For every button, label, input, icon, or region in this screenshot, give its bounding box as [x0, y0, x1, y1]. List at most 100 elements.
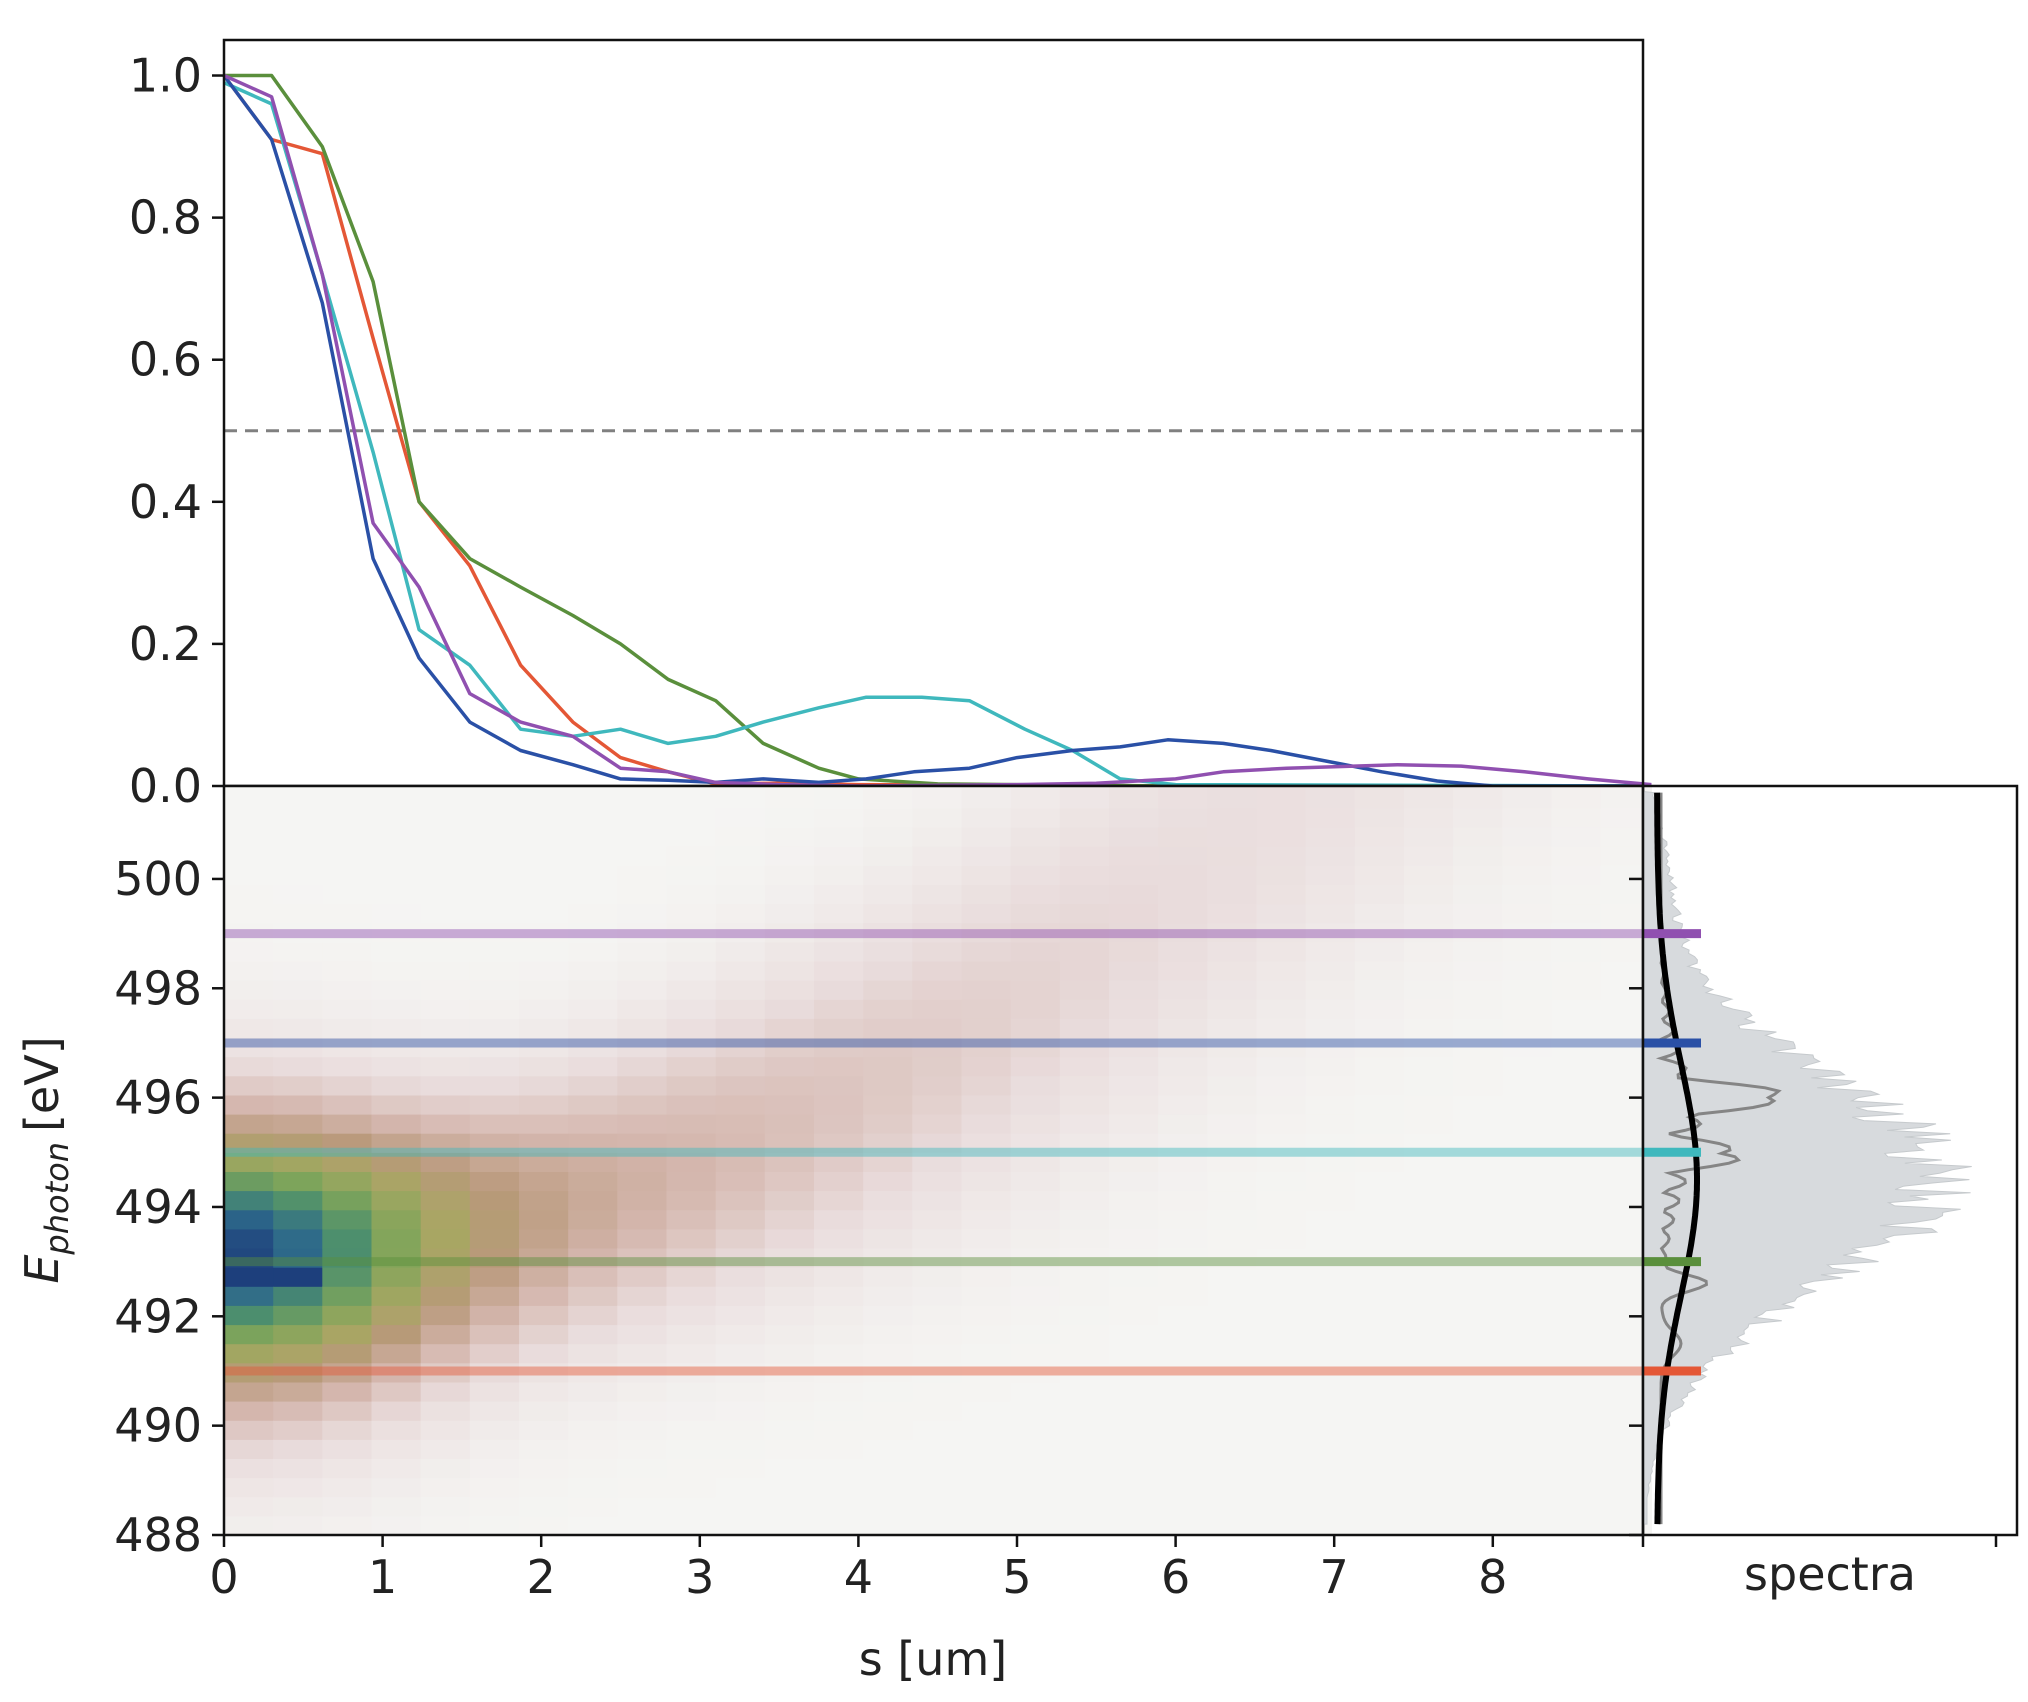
heatmap-cell [764, 1362, 815, 1383]
heatmap-cell [420, 960, 471, 981]
heatmap-cell [568, 884, 618, 905]
heatmap-cell [764, 922, 815, 943]
heatmap-cell [1354, 1190, 1405, 1211]
heatmap-cell [1600, 1267, 1651, 1287]
heatmap-cell [469, 1171, 520, 1192]
heatmap-cell [519, 1305, 569, 1326]
heatmap-cell [224, 922, 274, 943]
heatmap-cell [1010, 1248, 1061, 1268]
heatmap-cell [1109, 1362, 1159, 1383]
heatmap-cell [1158, 1515, 1208, 1536]
heatmap-cell [273, 1477, 323, 1498]
heatmap-cell [1158, 960, 1208, 981]
heatmap-cell [1453, 1152, 1503, 1172]
heatmap-cell [1059, 788, 1110, 809]
heatmap-cell [1600, 980, 1651, 1000]
heatmap-cell [1158, 1439, 1208, 1459]
heatmap-cell [371, 1401, 422, 1421]
heatmap-cell [617, 1037, 668, 1058]
series-line-4 [222, 74, 1652, 788]
heatmap-cell [1551, 1094, 1602, 1115]
heatmap-cell [469, 827, 520, 847]
heatmap-cell [1059, 1171, 1110, 1192]
heatmap-cell [1305, 827, 1356, 847]
heatmap-cell [1059, 1037, 1110, 1058]
heatmap-cell [1600, 1133, 1651, 1153]
heatmap-cell [1305, 1094, 1356, 1115]
heatmap-cell [1600, 999, 1651, 1019]
heatmap-cell [420, 1439, 471, 1459]
heatmap-cell [961, 1305, 1012, 1326]
heatmap-cell [1404, 1515, 1454, 1536]
heatmap-cell [224, 884, 274, 905]
heatmap-cell [1502, 941, 1553, 962]
heatmap-cell [912, 980, 963, 1000]
heatmap-cell [568, 1152, 618, 1172]
heatmap-cell [568, 1515, 618, 1536]
heatmap-cell [764, 1324, 815, 1345]
heatmap-cell [1256, 1037, 1307, 1058]
heatmap-cell [715, 1190, 766, 1211]
heatmap-cell [863, 865, 913, 885]
heatmap-cell [1109, 903, 1159, 924]
heatmap-cell [715, 1515, 766, 1536]
heatmap-cell [1010, 884, 1061, 905]
heatmap-cell [1305, 807, 1356, 828]
heatmap-cell [764, 1286, 815, 1306]
heatmap-cell [1059, 1209, 1110, 1230]
heatmap-cell [863, 960, 913, 981]
heatmap-cell [666, 1190, 717, 1211]
heatmap-cell [1010, 1037, 1061, 1058]
heatmap-cell [1305, 1401, 1356, 1421]
heatmap-cell [814, 980, 864, 1000]
heatmap-cell [912, 846, 963, 866]
heatmap-cell [764, 1305, 815, 1326]
heatmap-cell [1207, 1496, 1258, 1517]
heatmap-cell [469, 1515, 520, 1536]
heatmap-cell [1404, 1381, 1454, 1402]
heatmap-cell [420, 1477, 471, 1498]
heatmap-cell [371, 1228, 422, 1249]
heatmap-cell [715, 1401, 766, 1421]
heatmap-cell [961, 1401, 1012, 1421]
heatmap-cell [715, 1056, 766, 1077]
heatmap-cell [715, 786, 766, 790]
heatmap-cell [1551, 846, 1602, 866]
heatmap-cell [961, 788, 1012, 809]
heatmap-cell [1109, 1037, 1159, 1058]
heatmap-cell [568, 786, 618, 790]
heatmap-cell [322, 1286, 373, 1306]
heatmap-cell [912, 1496, 963, 1517]
heatmap-cell [666, 1496, 717, 1517]
heatmap-cell [1207, 1305, 1258, 1326]
heatmap-cell [1109, 1267, 1159, 1287]
heatmap-cell [715, 1075, 766, 1096]
heatmap-cell [1109, 1420, 1159, 1440]
heatmap-cell [519, 884, 569, 905]
heatmap-cell [273, 1152, 323, 1172]
heatmap-cell [1354, 941, 1405, 962]
heatmap-cell [420, 1458, 471, 1479]
heatmap-cell [469, 1075, 520, 1096]
spectra-energy-markers [1643, 929, 1701, 1376]
heatmap-cell [1404, 922, 1454, 943]
heatmap-cell [1207, 1362, 1258, 1383]
heatmap-cell [322, 1056, 373, 1077]
heatmap-cell [1158, 1228, 1208, 1249]
heatmap-cell [1404, 1286, 1454, 1306]
heatmap-cell [764, 1458, 815, 1479]
heatmap-cell [1453, 1228, 1503, 1249]
x-tick-label: 3 [685, 1550, 714, 1604]
heatmap-cell [224, 1152, 274, 1172]
heatmap-cell [961, 884, 1012, 905]
heatmap-cell [1010, 1094, 1061, 1115]
heatmap-cell [1453, 1094, 1503, 1115]
heatmap-cell [1256, 941, 1307, 962]
heatmap-cell [1207, 1267, 1258, 1287]
heatmap-cell [1109, 999, 1159, 1019]
heatmap-cell [1059, 1381, 1110, 1402]
heatmap-cell [1600, 1362, 1651, 1383]
heatmap-cell [1059, 1515, 1110, 1536]
heatmap-cell [1453, 1496, 1503, 1517]
heatmap-cell [1354, 1343, 1405, 1364]
